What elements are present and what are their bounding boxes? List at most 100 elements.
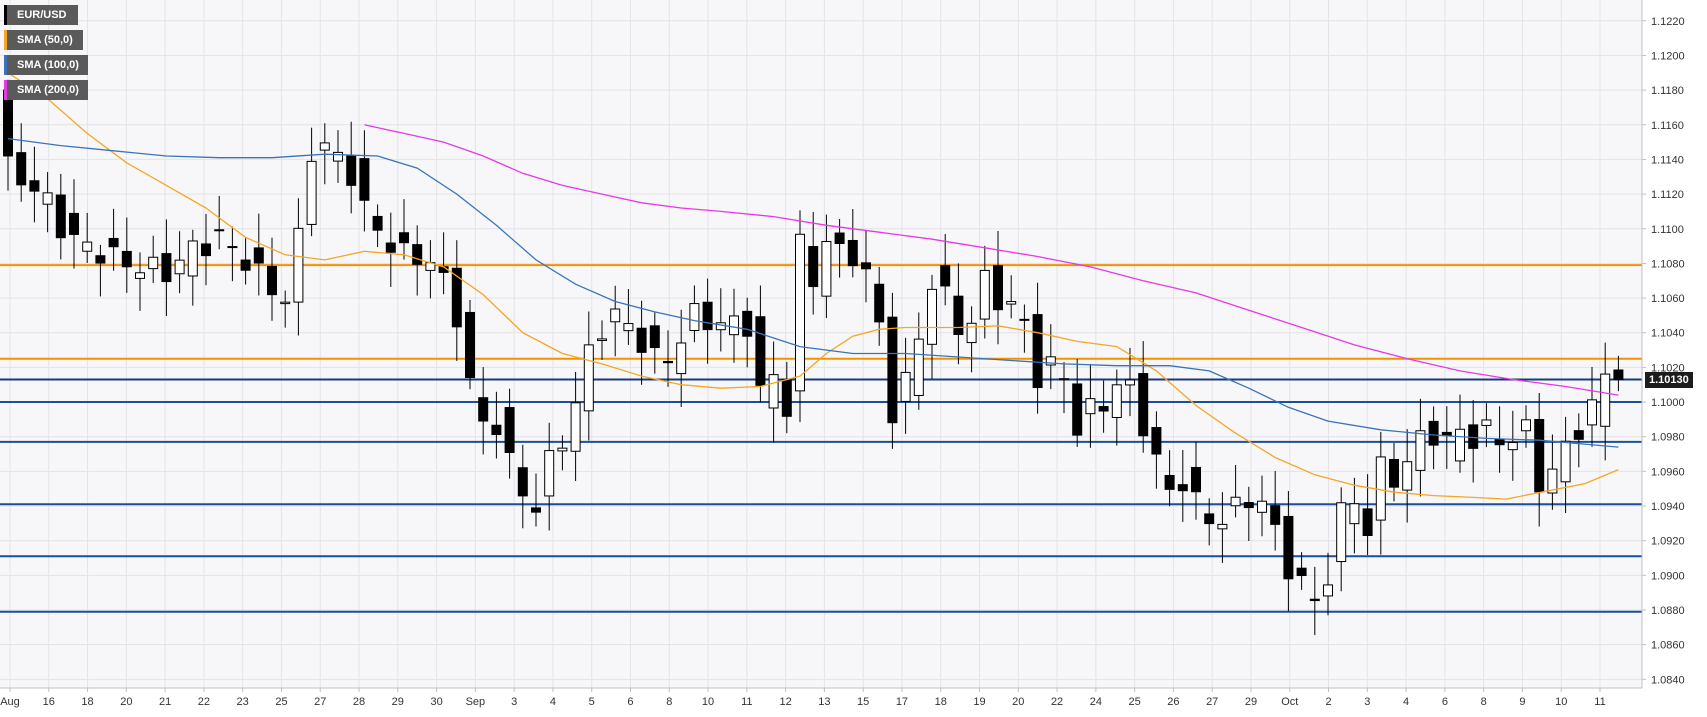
- candle-body: [742, 310, 753, 337]
- candle-body: [1059, 378, 1069, 381]
- candle-body: [478, 397, 489, 422]
- x-tick-label: 25: [1129, 696, 1141, 708]
- x-tick-label: 10: [702, 696, 714, 708]
- y-tick-label: 1.1000: [1651, 397, 1685, 409]
- candle-body: [583, 344, 594, 412]
- sma-200-line: [364, 124, 1619, 396]
- candle-body: [1270, 505, 1281, 525]
- candle-body: [1402, 461, 1413, 491]
- y-tick-label: 1.0880: [1651, 605, 1685, 617]
- candle-body: [927, 288, 937, 345]
- y-tick-label: 1.0960: [1651, 466, 1685, 478]
- candle-body: [1389, 458, 1399, 488]
- x-tick-label: 11: [1594, 696, 1605, 708]
- x-tick-label: 28: [353, 696, 365, 708]
- candle-body: [1296, 567, 1307, 577]
- candle-body: [465, 311, 475, 379]
- candle-body: [755, 316, 766, 386]
- y-tick-label: 1.0980: [1651, 432, 1685, 444]
- legend-item[interactable]: SMA (100,0): [4, 55, 88, 75]
- candle-body: [82, 241, 93, 252]
- legend-label: SMA (50,0): [17, 34, 73, 46]
- candle-body: [847, 239, 858, 267]
- x-tick-label: 12: [779, 696, 791, 708]
- candle-body: [702, 301, 713, 331]
- x-tick-label: 3: [1364, 696, 1370, 708]
- candle-body: [1481, 419, 1492, 426]
- candle-body: [1415, 430, 1426, 471]
- y-tick-label: 1.1100: [1651, 224, 1684, 236]
- candle-body: [1560, 440, 1571, 483]
- legend-item[interactable]: SMA (50,0): [4, 30, 83, 50]
- candle-body: [1045, 356, 1056, 366]
- y-tick-label: 1.1120: [1651, 189, 1684, 201]
- candle-body: [280, 301, 291, 305]
- plot-area: [0, 0, 1642, 688]
- legend-swatch: [4, 30, 7, 50]
- legend-item[interactable]: SMA (200,0): [4, 80, 88, 100]
- y-tick-label: 1.1160: [1651, 120, 1684, 132]
- candle-body: [623, 323, 634, 332]
- candle-body: [214, 229, 225, 232]
- y-tick-label: 1.0940: [1651, 501, 1685, 513]
- x-tick-label: 9: [1519, 696, 1525, 708]
- candle-body: [729, 315, 739, 336]
- candle-body: [1362, 508, 1373, 537]
- candle-body: [531, 507, 541, 513]
- legend-item[interactable]: EUR/USD: [4, 5, 78, 25]
- candle-body: [491, 424, 502, 436]
- candle-body: [517, 467, 528, 497]
- x-tick-label: 25: [275, 696, 287, 708]
- x-tick-label: 26: [1167, 696, 1179, 708]
- candle-body: [636, 327, 647, 353]
- candle-body: [993, 265, 1003, 311]
- y-tick-label: 1.1080: [1651, 258, 1685, 270]
- candle-body: [966, 322, 977, 344]
- candle-body: [887, 316, 898, 424]
- candle-body: [1006, 301, 1017, 305]
- candle-body: [1111, 384, 1122, 418]
- x-tick-label: 22: [198, 696, 210, 708]
- candle-body: [1468, 424, 1479, 449]
- candle-body: [372, 215, 383, 231]
- candle-body: [1455, 428, 1465, 462]
- candle-body: [1309, 598, 1320, 602]
- candle-body: [544, 450, 555, 497]
- candle-body: [874, 283, 885, 323]
- x-tick-label: 13: [818, 696, 830, 708]
- candle-body: [267, 265, 277, 296]
- candle-body: [412, 244, 423, 265]
- candle-body: [1230, 496, 1241, 507]
- candle-body: [861, 262, 871, 270]
- x-tick-label: 20: [120, 696, 132, 708]
- candle-body: [676, 342, 687, 375]
- candle-body: [953, 295, 964, 335]
- candle-body: [1072, 383, 1083, 436]
- candle-body: [42, 192, 53, 205]
- x-tick-label: Sep: [466, 696, 486, 708]
- candle-body: [821, 240, 832, 297]
- candle-body: [597, 338, 607, 341]
- y-tick-label: 1.0840: [1651, 674, 1685, 686]
- x-tick-label: Aug: [0, 696, 20, 708]
- candle-body: [1151, 427, 1162, 455]
- x-tick-label: 4: [550, 696, 556, 708]
- candle-body: [161, 253, 172, 283]
- y-tick-label: 1.0860: [1651, 640, 1685, 652]
- legend-swatch: [4, 55, 7, 75]
- candle-body: [570, 402, 581, 452]
- candle-body: [781, 379, 792, 417]
- candle-body: [95, 255, 106, 264]
- x-tick-label: 27: [314, 696, 326, 708]
- candle-body: [663, 360, 673, 364]
- x-tick-label: 29: [392, 696, 404, 708]
- y-tick-label: 1.1180: [1651, 85, 1684, 97]
- x-tick-label: 19: [973, 696, 985, 708]
- candle-body: [900, 371, 911, 402]
- x-tick-label: 8: [666, 696, 672, 708]
- legend-label: SMA (100,0): [17, 59, 79, 71]
- candle-body: [808, 246, 819, 288]
- candle-body: [69, 212, 79, 235]
